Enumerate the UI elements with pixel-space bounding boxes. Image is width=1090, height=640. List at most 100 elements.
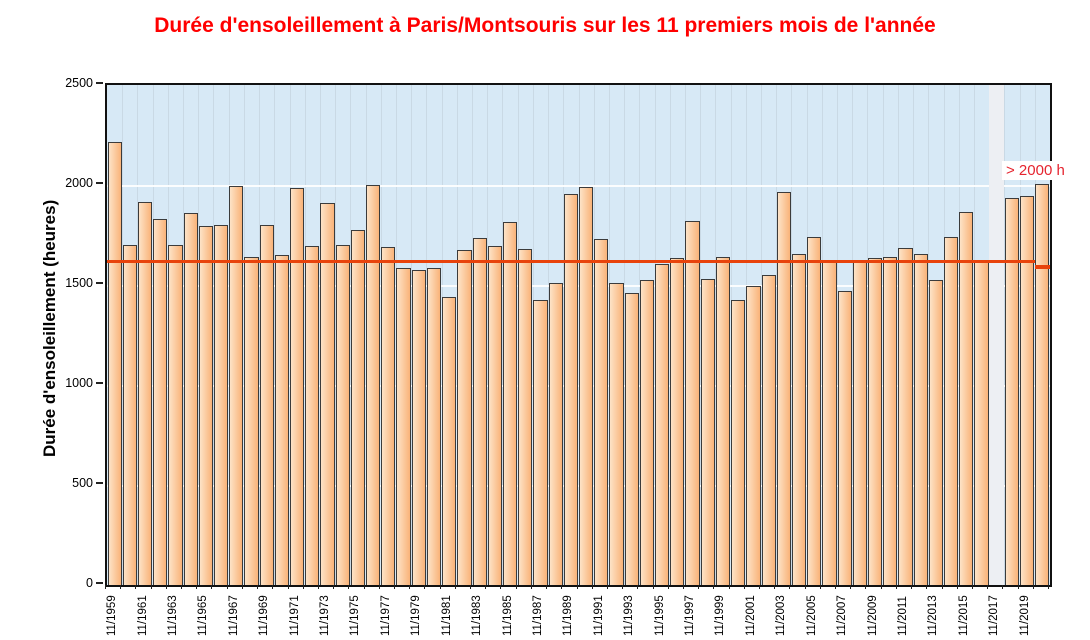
bar-1992 bbox=[609, 283, 624, 585]
bar-1981 bbox=[442, 297, 457, 585]
bar-2011 bbox=[898, 248, 913, 585]
bar-1977 bbox=[381, 247, 396, 585]
x-axis-label-11-1975: 11/1975 bbox=[349, 595, 362, 636]
x-tick-mark bbox=[470, 585, 472, 589]
bar-2001 bbox=[746, 286, 761, 585]
bar-2010 bbox=[883, 257, 898, 585]
x-tick-mark bbox=[591, 585, 593, 589]
x-tick-mark bbox=[561, 585, 563, 589]
x-tick-mark bbox=[1032, 585, 1034, 589]
x-axis-label-11-1977: 11/1977 bbox=[379, 595, 392, 636]
x-tick-mark bbox=[500, 585, 502, 589]
x-axis-label-11-1995: 11/1995 bbox=[653, 595, 666, 636]
x-tick-mark bbox=[226, 585, 228, 589]
bar-2004 bbox=[791, 254, 807, 585]
x-tick-mark bbox=[622, 585, 624, 589]
x-tick-mark bbox=[667, 585, 669, 589]
x-axis-label-11-1961: 11/1961 bbox=[136, 595, 149, 636]
bar-1990 bbox=[579, 187, 594, 585]
x-tick-mark bbox=[956, 585, 958, 589]
x-axis-label-11-1985: 11/1985 bbox=[501, 595, 514, 636]
x-tick-mark bbox=[774, 585, 776, 589]
x-tick-mark bbox=[895, 585, 897, 589]
x-axis-label-11-1967: 11/1967 bbox=[227, 595, 240, 636]
bar-1988 bbox=[548, 283, 563, 585]
bar-2015 bbox=[959, 212, 974, 585]
bar-1965 bbox=[198, 226, 213, 585]
x-tick-mark bbox=[196, 585, 198, 589]
x-tick-mark bbox=[424, 585, 426, 589]
x-tick-mark bbox=[1002, 585, 1004, 589]
x-axis-label-11-2019: 11/2019 bbox=[1018, 595, 1031, 636]
y-axis-label-1500: 1500 bbox=[65, 276, 93, 290]
bar-1996 bbox=[670, 258, 685, 585]
y-axis-title: Durée d'ensoleillement (heures) bbox=[40, 199, 59, 457]
bar-1978 bbox=[396, 268, 411, 585]
horizontal-gridline bbox=[107, 185, 1050, 187]
x-axis-label-11-1965: 11/1965 bbox=[197, 595, 210, 636]
bar-2013 bbox=[928, 280, 944, 585]
plot-area bbox=[105, 83, 1052, 587]
x-axis-label-11-1989: 11/1989 bbox=[562, 595, 575, 636]
x-tick-mark bbox=[257, 585, 259, 589]
x-tick-mark bbox=[287, 585, 289, 589]
x-tick-mark bbox=[850, 585, 852, 589]
x-tick-mark bbox=[652, 585, 654, 589]
bar-1989 bbox=[563, 194, 578, 585]
x-axis-label-11-1973: 11/1973 bbox=[319, 595, 332, 636]
x-tick-mark bbox=[515, 585, 517, 589]
bar-2005 bbox=[807, 237, 822, 585]
x-axis-label-11-1991: 11/1991 bbox=[592, 595, 605, 636]
bar-1962 bbox=[153, 219, 168, 585]
bar-1998 bbox=[700, 279, 715, 585]
x-tick-mark bbox=[409, 585, 411, 589]
x-axis-label-11-1983: 11/1983 bbox=[471, 595, 484, 636]
x-axis-label-11-1969: 11/1969 bbox=[258, 595, 271, 636]
x-tick-mark bbox=[348, 585, 350, 589]
average-line-last-segment bbox=[1034, 265, 1050, 269]
x-tick-mark bbox=[1017, 585, 1019, 589]
bar-1972 bbox=[305, 246, 320, 585]
bar-1993 bbox=[624, 293, 639, 585]
bar-1961 bbox=[137, 202, 153, 585]
bar-1966 bbox=[213, 225, 229, 585]
bar-1968 bbox=[244, 257, 259, 585]
bar-1999 bbox=[715, 257, 731, 585]
bar-1986 bbox=[518, 249, 533, 585]
bar-1983 bbox=[472, 238, 487, 585]
x-tick-mark bbox=[181, 585, 183, 589]
bar-2003 bbox=[776, 192, 791, 585]
bar-1997 bbox=[685, 221, 700, 585]
bar-2008 bbox=[852, 260, 867, 585]
chart-title: Durée d'ensoleillement à Paris/Montsouri… bbox=[154, 14, 936, 37]
x-tick-mark bbox=[165, 585, 167, 589]
bar-1984 bbox=[487, 246, 502, 585]
x-tick-mark bbox=[759, 585, 761, 589]
horizontal-gridline bbox=[107, 485, 1050, 487]
bar-1982 bbox=[457, 250, 472, 585]
y-axis-label-2000: 2000 bbox=[65, 176, 93, 190]
y-axis-label-2500: 2500 bbox=[65, 76, 93, 90]
x-tick-mark bbox=[698, 585, 700, 589]
x-tick-mark bbox=[333, 585, 335, 589]
horizontal-gridline bbox=[107, 385, 1050, 387]
bar-1970 bbox=[274, 255, 289, 585]
x-tick-mark bbox=[637, 585, 639, 589]
x-tick-mark bbox=[454, 585, 456, 589]
x-axis-label-11-1979: 11/1979 bbox=[410, 595, 423, 636]
y-tick-mark bbox=[96, 282, 103, 284]
x-tick-mark bbox=[530, 585, 532, 589]
x-tick-mark bbox=[971, 585, 973, 589]
x-tick-mark bbox=[576, 585, 578, 589]
y-tick-mark bbox=[96, 182, 103, 184]
bar-2020 bbox=[1035, 184, 1050, 585]
x-tick-mark bbox=[302, 585, 304, 589]
bar-1969 bbox=[259, 225, 274, 585]
x-tick-mark bbox=[439, 585, 441, 589]
x-axis-label-11-2011: 11/2011 bbox=[897, 596, 909, 636]
missing-data-band-2017 bbox=[989, 85, 1005, 585]
x-tick-mark bbox=[835, 585, 837, 589]
x-tick-mark bbox=[941, 585, 943, 589]
x-axis-label-11-1971: 11/1971 bbox=[288, 595, 301, 636]
